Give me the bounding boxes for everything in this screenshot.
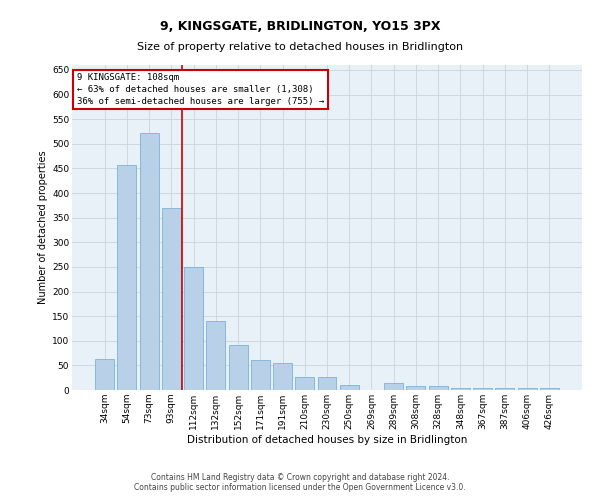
Text: Size of property relative to detached houses in Bridlington: Size of property relative to detached ho… — [137, 42, 463, 52]
Bar — [140, 134, 158, 390]
Bar — [384, 383, 403, 390]
Bar — [496, 388, 514, 390]
Bar — [162, 208, 181, 390]
Bar — [206, 321, 225, 390]
Bar — [340, 385, 359, 390]
Bar — [429, 386, 448, 390]
Bar — [451, 388, 470, 390]
Bar — [473, 388, 492, 390]
Bar — [251, 360, 270, 390]
Bar — [229, 344, 248, 390]
Bar — [273, 363, 292, 390]
Text: 9, KINGSGATE, BRIDLINGTON, YO15 3PX: 9, KINGSGATE, BRIDLINGTON, YO15 3PX — [160, 20, 440, 33]
Bar — [518, 388, 536, 390]
Text: Contains HM Land Registry data © Crown copyright and database right 2024.
Contai: Contains HM Land Registry data © Crown c… — [134, 473, 466, 492]
X-axis label: Distribution of detached houses by size in Bridlington: Distribution of detached houses by size … — [187, 434, 467, 444]
Bar — [295, 376, 314, 390]
Bar — [540, 388, 559, 390]
Bar — [95, 359, 114, 390]
Bar — [184, 268, 203, 390]
Text: 9 KINGSGATE: 108sqm
← 63% of detached houses are smaller (1,308)
36% of semi-det: 9 KINGSGATE: 108sqm ← 63% of detached ho… — [77, 73, 325, 106]
Bar — [118, 165, 136, 390]
Bar — [317, 376, 337, 390]
Bar — [406, 386, 425, 390]
Y-axis label: Number of detached properties: Number of detached properties — [38, 150, 48, 304]
